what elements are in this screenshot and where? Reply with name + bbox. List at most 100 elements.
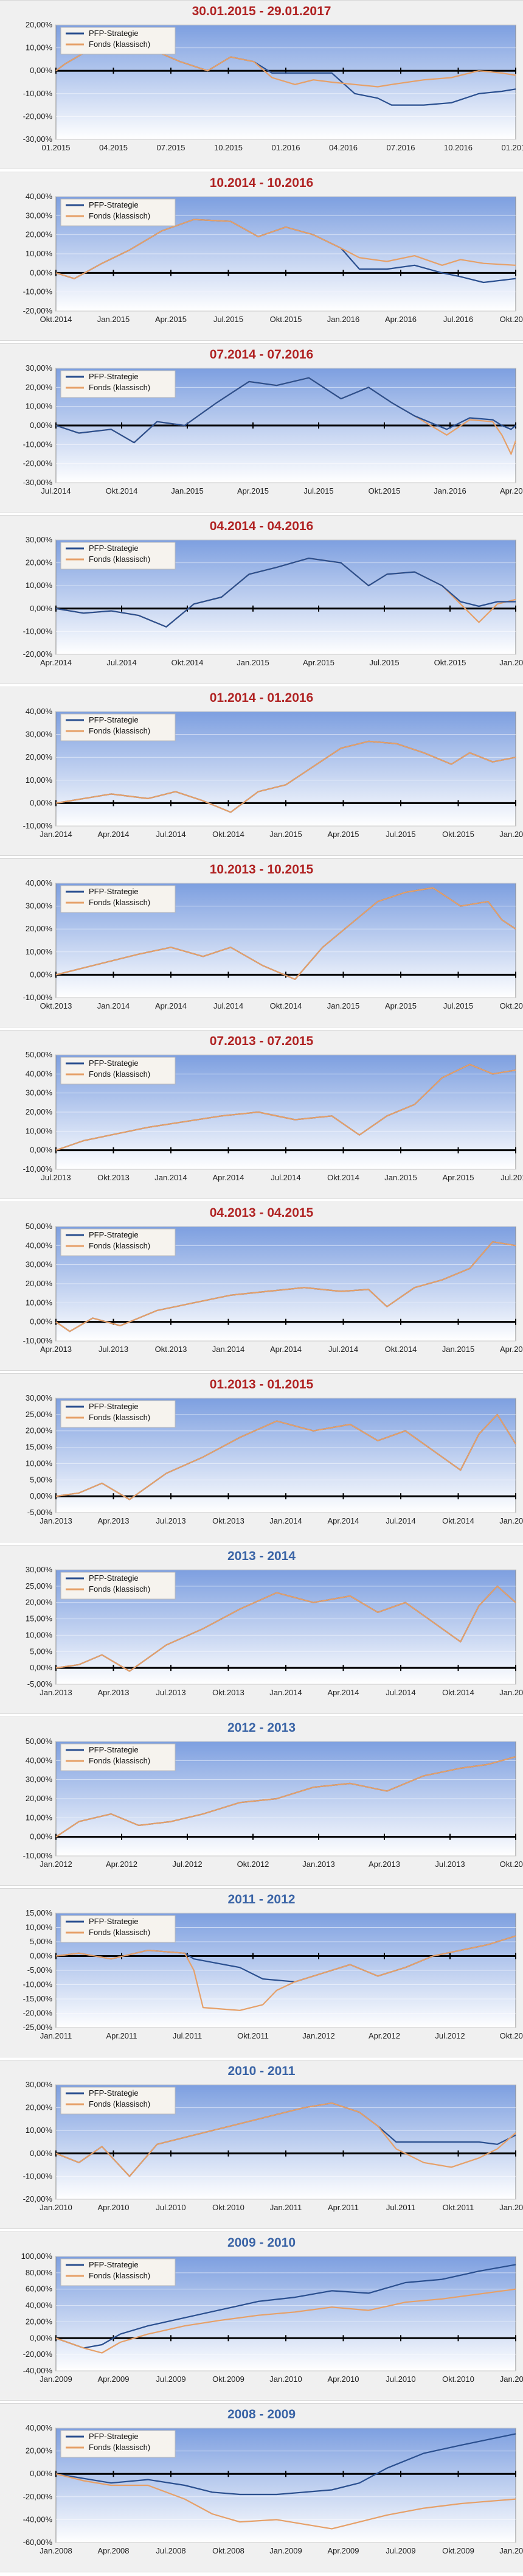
x-tick-label: Okt.2014 (270, 1001, 302, 1010)
x-tick-label: Okt.2011 (237, 2031, 269, 2040)
legend-label: PFP-Strategie (89, 372, 139, 381)
x-tick-label: Apr.2015 (327, 830, 359, 839)
x-tick-label: Apr.2009 (327, 2546, 359, 2555)
x-tick-label: Jan.2008 (40, 2546, 72, 2555)
y-tick-label: 15,00% (26, 1614, 53, 1623)
legend-label: Fonds (klassisch) (89, 40, 150, 49)
y-tick-label: 40,00% (26, 1241, 53, 1250)
y-tick-label: 100,00% (21, 2252, 53, 2261)
line-chart: 50,00% 40,00% 30,00% 20,00% 10,00% 0,00% -10,0… (23, 1050, 523, 1182)
x-tick-label: Okt.2015 (369, 486, 401, 495)
legend-label: PFP-Strategie (89, 2260, 139, 2269)
y-tick-label: -30,00% (23, 478, 53, 487)
line-chart: 100,00% 80,00% 60,00% 40,00% 20,00% 0,00% -20,… (21, 2252, 523, 2384)
y-tick-label: -5,00% (27, 1965, 53, 1975)
chart-title: 01.2013 - 01.2015 (209, 1377, 314, 1391)
x-tick-label: Jan.2013 (40, 1688, 72, 1697)
y-tick-label: -40,00% (23, 2366, 53, 2375)
y-tick-label: 0,00% (30, 1832, 52, 1841)
series-line (55, 2102, 516, 2177)
x-tick-label: Apr.2016 (385, 315, 417, 324)
y-tick-label: 30,00% (26, 211, 53, 220)
x-tick-label: Jul.2014 (213, 1001, 243, 1010)
y-tick-label: -20,00% (23, 111, 53, 121)
legend-label: PFP-Strategie (89, 1230, 139, 1239)
y-tick-label: 0,00% (30, 1491, 52, 1500)
x-tick-label: Jan.2015 (269, 830, 302, 839)
y-tick-label: 10,00% (26, 249, 53, 258)
x-tick-label: 01.2016 (272, 143, 300, 152)
x-tick-label: Jul.2015 (500, 1173, 523, 1182)
x-tick-label: Okt.2013 (212, 1688, 244, 1697)
x-tick-label: Okt.2014 (171, 658, 204, 667)
y-tick-label: 50,00% (26, 1737, 53, 1746)
series-line (55, 558, 516, 628)
x-tick-label: Jul.2013 (41, 1173, 71, 1182)
y-tick-label: 30,00% (26, 363, 53, 373)
legend-label: PFP-Strategie (89, 1573, 139, 1583)
x-tick-label: Okt.2012 (500, 2031, 523, 2040)
x-tick-label: Apr.2015 (442, 1173, 474, 1182)
x-tick-label: Jan.2010 (499, 2546, 523, 2555)
x-tick-label: Okt.2015 (442, 830, 474, 839)
legend-box (60, 2258, 176, 2286)
x-tick-label: Apr.2014 (40, 658, 72, 667)
x-tick-label: Apr.2011 (328, 2203, 359, 2212)
x-tick-label: Apr.2013 (97, 1516, 129, 1525)
x-tick-label: Jan.2011 (270, 2203, 302, 2212)
legend-box (60, 2430, 176, 2458)
y-tick-label: 0,00% (30, 268, 52, 277)
x-tick-label: Okt.2013 (97, 1173, 130, 1182)
x-tick-label: 01.2017 (502, 143, 523, 152)
y-tick-label: 10,00% (26, 402, 53, 411)
y-tick-label: -10,00% (23, 626, 53, 635)
x-tick-label: Jan.2014 (269, 1688, 302, 1697)
y-tick-label: 30,00% (26, 535, 53, 544)
chart-title: 30.01.2015 - 29.01.2017 (192, 4, 331, 18)
y-tick-label: 30,00% (26, 1565, 53, 1574)
y-tick-label: -5,00% (27, 1679, 53, 1689)
x-tick-label: Apr.2015 (303, 658, 334, 667)
legend-label: PFP-Strategie (89, 1059, 139, 1068)
x-tick-label: 07.2016 (387, 143, 415, 152)
legend-label: PFP-Strategie (89, 544, 139, 553)
x-tick-label: Apr.2009 (97, 2375, 129, 2384)
y-tick-label: 15,00% (26, 1443, 53, 1452)
y-tick-label: 0,00% (30, 1317, 52, 1326)
y-tick-label: 0,00% (30, 970, 52, 979)
x-tick-label: Okt.2014 (442, 1688, 474, 1697)
y-tick-label: 30,00% (26, 901, 53, 911)
series-line (55, 1585, 516, 1672)
x-tick-label: Jan.2010 (269, 2375, 302, 2384)
chart-title: 2008 - 2009 (227, 2407, 296, 2421)
y-tick-label: 10,00% (26, 1126, 53, 1135)
x-tick-label: Okt.2012 (237, 1860, 269, 1869)
x-tick-label: Okt.2016 (500, 315, 523, 324)
chart-title: 10.2014 - 10.2016 (209, 176, 314, 190)
line-chart: 30,00%20,00%10,00%0,00%-10,00%-20,00%Jan… (23, 2080, 523, 2212)
y-tick-label: -20,00% (23, 459, 53, 468)
line-chart: 15,00% 10,00% 5,00% 0,00% -5,00% -10,00% -15,0… (23, 1908, 523, 2040)
x-tick-label: Jul.2011 (173, 2031, 202, 2040)
y-tick-label: 10,00% (26, 1923, 53, 1932)
x-tick-label: 10.2015 (214, 143, 243, 152)
x-tick-label: Jan.2014 (269, 1516, 302, 1525)
x-tick-label: Apr.2015 (500, 1345, 523, 1354)
x-tick-label: Okt.2015 (434, 658, 466, 667)
y-tick-label: 25,00% (26, 1410, 53, 1419)
y-tick-label: -10,00% (23, 1851, 53, 1860)
y-tick-label: 20,00% (26, 230, 53, 239)
x-tick-label: Okt.2013 (212, 1516, 244, 1525)
x-tick-label: Jan.2012 (499, 2203, 523, 2212)
chart-title: 01.2014 - 01.2016 (209, 691, 314, 705)
chart-panel: 04.2013 - 04.2015 50,00% 40,00% 30,00% 20,00… (0, 1202, 523, 1371)
chart-panel: 2011 - 2012 15,00% 10,00% 5,00% 0,00% -5,00% -… (0, 1888, 523, 2057)
y-tick-label: 20,00% (26, 752, 53, 761)
x-tick-label: Jan.2011 (500, 2375, 523, 2384)
chart-panel: 04.2014 - 04.2016 30,00% 20,00% 10,00% 0,00%… (0, 515, 523, 684)
